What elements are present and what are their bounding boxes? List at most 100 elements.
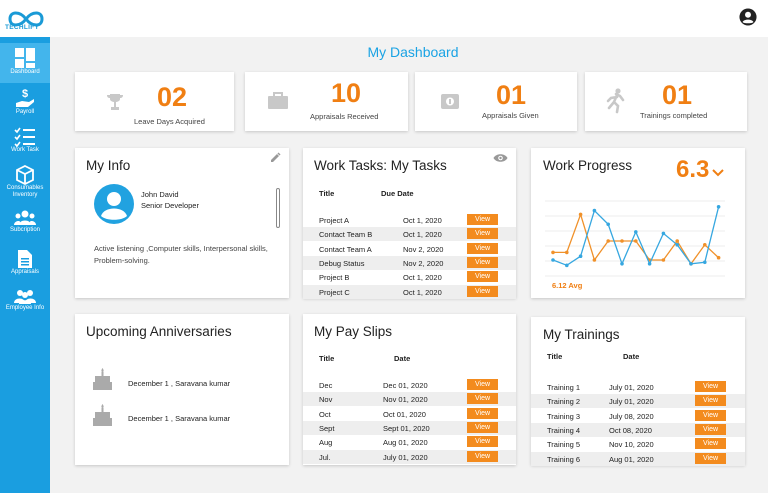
row-date: Nov 2, 2020 (403, 244, 444, 254)
row-title: Aug (319, 438, 333, 448)
view-button[interactable]: View (467, 393, 498, 405)
work-progress-card: Work Progress (531, 148, 745, 298)
table-row: Training 3 July 08, 2020 View (531, 409, 745, 423)
row-title: Training 4 (547, 425, 581, 435)
card-title: Work Tasks: My Tasks (314, 158, 447, 173)
table-row: Contact Team B Oct 1, 2020 View (303, 227, 516, 242)
sidebar-item-work-task[interactable]: Work Task (0, 127, 50, 157)
row-date: Nov 10, 2020 (609, 440, 654, 450)
view-button[interactable]: View (467, 407, 498, 419)
view-button[interactable]: View (695, 423, 726, 435)
account-circle-icon[interactable] (739, 8, 757, 26)
top-bar: TECHLIFY (0, 0, 768, 37)
view-button[interactable]: View (467, 256, 498, 268)
table-row: Training 5 Nov 10, 2020 View (531, 437, 745, 451)
table-row: Project B Oct 1, 2020 View (303, 270, 516, 284)
table-row: Dec Dec 01, 2020 View (303, 378, 516, 392)
blue-series-point (716, 205, 721, 209)
my-info-card: My Info (75, 148, 289, 298)
page-title: My Dashboard (367, 44, 459, 60)
blue-series-point (551, 258, 555, 262)
table-row: Nov Nov 01, 2020 View (303, 392, 516, 407)
running-person-icon (606, 88, 625, 114)
stat-label: Appraisals Received (310, 112, 379, 121)
table-row: Training 1 July 01, 2020 View (531, 380, 745, 394)
chevron-down-icon[interactable] (712, 169, 725, 177)
pay-slips-card: My Pay Slips Title Date Dec Dec 01, 2020 V… (303, 314, 516, 465)
brand-name: TECHLIFY (5, 24, 40, 31)
orange-series-point (578, 212, 583, 217)
sidebar-item-consumables[interactable]: Consumables Inventory (0, 165, 50, 203)
view-button[interactable]: View (467, 214, 498, 225)
work-progress-chart (545, 200, 725, 277)
row-title: Project C (319, 287, 350, 297)
view-button[interactable]: View (695, 409, 726, 421)
view-button[interactable]: View (467, 228, 498, 240)
row-date: July 01, 2020 (609, 383, 654, 392)
sidebar-item-label: Appraisals (10, 269, 39, 275)
hand-dollar-icon: $ (16, 88, 34, 107)
employee-role: Senior Developer (141, 201, 199, 210)
table-row: Contact Team A Nov 2, 2020 View (303, 242, 516, 256)
stat-card-trainings-completed: 01 Trainings completed (585, 72, 747, 131)
view-button[interactable]: View (695, 395, 726, 407)
document-icon (18, 250, 32, 268)
view-button[interactable]: View (467, 421, 498, 433)
sidebar-item-label: Consumables Inventory (6, 185, 44, 198)
blue-series-point (620, 262, 624, 266)
orange-series-point (675, 239, 679, 243)
view-button[interactable]: View (467, 285, 498, 297)
view-button[interactable]: View (467, 271, 498, 283)
view-button[interactable]: View (467, 242, 498, 254)
orange-series-point (634, 239, 638, 243)
table-row: Project A Oct 1, 2020 View (303, 213, 516, 227)
row-title: Project A (319, 216, 350, 225)
employee-name: John David (141, 190, 179, 199)
blue-series-point (703, 260, 707, 265)
sidebar-item-payroll[interactable]: $ Payroll (0, 87, 50, 121)
column-header: Title (547, 352, 563, 361)
checklist-icon (14, 127, 35, 147)
row-title: Nov (319, 395, 333, 405)
sidebar-item-appraisals[interactable]: Appraisals (0, 249, 50, 279)
row-title: Training 3 (547, 411, 581, 421)
blue-series-point (634, 230, 638, 234)
row-date: Oct 08, 2020 (609, 425, 652, 435)
column-header: Title (319, 189, 335, 198)
blue-series-point (689, 262, 693, 266)
view-button[interactable]: View (695, 452, 726, 464)
eye-icon[interactable] (493, 153, 508, 163)
view-button[interactable]: View (467, 450, 498, 462)
avatar (94, 184, 134, 224)
table-row: Jul. July 01, 2020 View (303, 449, 516, 464)
stat-value: 02 (157, 82, 188, 112)
blue-series-point (565, 263, 569, 268)
row-title: Project B (319, 273, 350, 283)
row-date: Sept 01, 2020 (383, 423, 430, 433)
stat-label: Trainings completed (640, 111, 708, 120)
sidebar-item-label: Employee Info (5, 305, 45, 311)
edit-pencil-icon[interactable] (270, 152, 281, 163)
sidebar-item-label: Payroll (15, 109, 35, 115)
column-header: Due Date (381, 189, 414, 198)
row-date: Oct 1, 2020 (403, 287, 442, 297)
view-button[interactable]: View (467, 379, 498, 390)
orange-series-point (592, 258, 597, 262)
stat-card-appraisals-given: 01 Appraisals Given (415, 72, 577, 131)
techlify-logo[interactable] (4, 2, 48, 36)
sidebar-item-subcription[interactable]: Subcription (0, 209, 50, 239)
view-button[interactable]: View (467, 436, 498, 448)
view-button[interactable]: View (695, 438, 726, 450)
sidebar-item-dashboard[interactable]: Dashboard (0, 43, 50, 83)
row-date: Aug 01, 2020 (383, 438, 428, 448)
orange-series-point (716, 255, 721, 260)
view-button[interactable]: View (695, 381, 726, 392)
orange-series-point (661, 258, 666, 262)
anniversary-text: December 1 , Saravana kumar (128, 414, 231, 423)
stat-card-appraisals-received: 10 Appraisals Received (245, 72, 408, 131)
scrollbar[interactable] (276, 188, 280, 228)
sidebar-item-employee-info[interactable]: Employee Info (0, 289, 50, 319)
work-progress-avg: 6.12 Avg (552, 281, 583, 290)
stat-value: 01 (496, 80, 527, 110)
blue-series-point (592, 208, 597, 213)
